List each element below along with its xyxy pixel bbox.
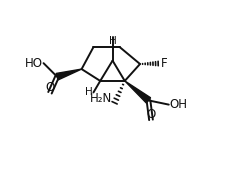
Text: H₂N: H₂N: [90, 93, 112, 105]
Text: O: O: [146, 108, 156, 121]
Text: O: O: [45, 81, 55, 94]
Text: H: H: [109, 36, 116, 46]
Text: H: H: [85, 87, 93, 97]
Text: HO: HO: [25, 57, 43, 70]
Polygon shape: [125, 81, 151, 103]
Text: OH: OH: [170, 98, 188, 111]
Text: F: F: [161, 57, 167, 70]
Polygon shape: [56, 69, 82, 80]
